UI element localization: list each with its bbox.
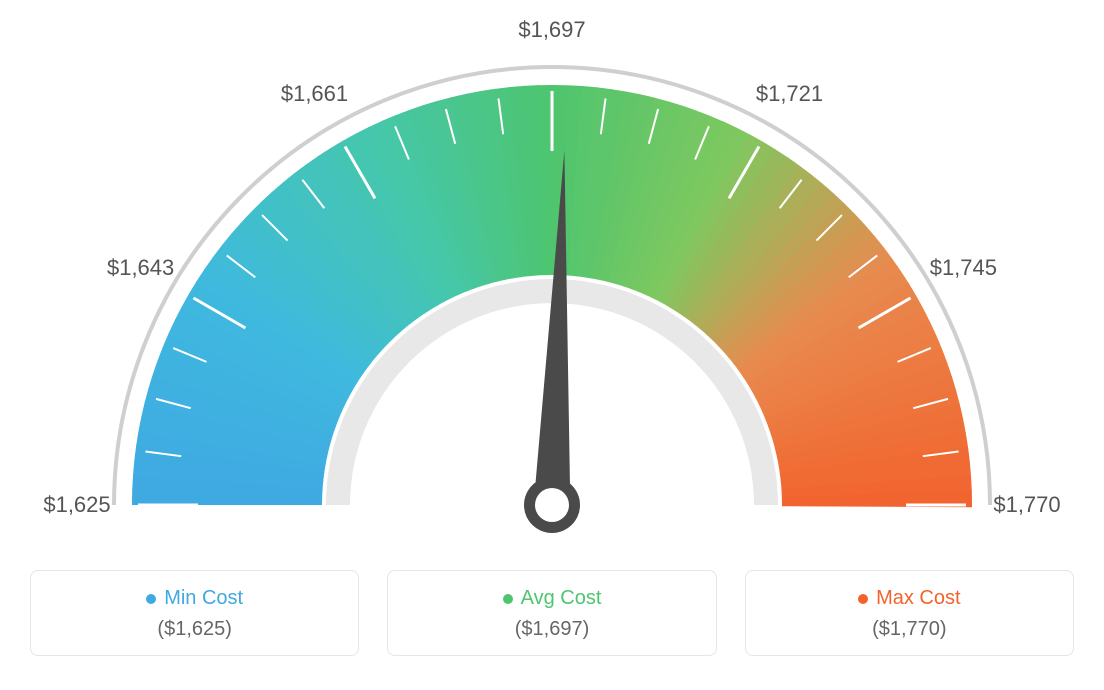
gauge-needle-hub-hole xyxy=(535,488,569,522)
legend-dot-avg xyxy=(503,594,513,604)
legend-title-min: Min Cost xyxy=(41,587,348,610)
gauge-tick-label: $1,697 xyxy=(518,17,585,43)
gauge-tick-label: $1,721 xyxy=(756,81,823,107)
gauge-chart: $1,625 $1,643 $1,661 $1,697 $1,721 $1,745 $1,7… xyxy=(0,0,1104,560)
legend-row: Min Cost ($1,625) Avg Cost ($1,697) Max … xyxy=(0,560,1104,656)
legend-value-min: ($1,625) xyxy=(41,618,348,641)
legend-label-avg: Avg Cost xyxy=(521,587,602,610)
legend-value-max: ($1,770) xyxy=(756,618,1063,641)
legend-label-max: Max Cost xyxy=(876,587,960,610)
legend-dot-min xyxy=(146,594,156,604)
gauge-tick-label: $1,643 xyxy=(107,255,174,281)
gauge-tick-label: $1,770 xyxy=(993,492,1060,518)
legend-value-avg: ($1,697) xyxy=(398,618,705,641)
legend-card-avg: Avg Cost ($1,697) xyxy=(387,570,716,656)
legend-title-max: Max Cost xyxy=(756,587,1063,610)
legend-label-min: Min Cost xyxy=(164,587,243,610)
legend-card-min: Min Cost ($1,625) xyxy=(30,570,359,656)
legend-card-max: Max Cost ($1,770) xyxy=(745,570,1074,656)
legend-dot-max xyxy=(858,594,868,604)
gauge-tick-label: $1,625 xyxy=(43,492,110,518)
legend-title-avg: Avg Cost xyxy=(398,587,705,610)
gauge-tick-label: $1,661 xyxy=(281,81,348,107)
gauge-tick-label: $1,745 xyxy=(930,255,997,281)
